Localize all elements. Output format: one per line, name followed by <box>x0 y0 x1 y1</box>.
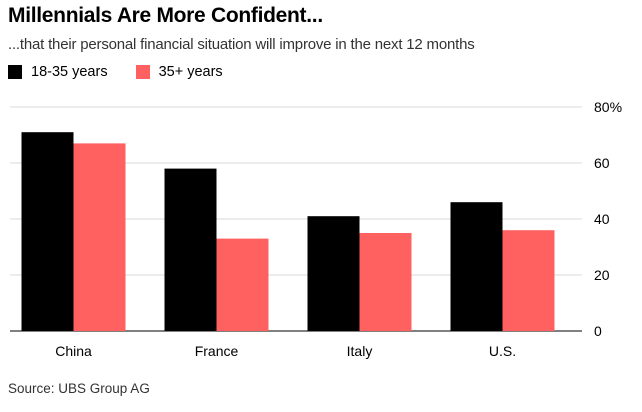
legend: 18-35 years 35+ years <box>8 64 251 80</box>
legend-item-18-35: 18-35 years <box>8 64 108 80</box>
y-tick-label: 40 <box>594 211 610 227</box>
legend-label-35-plus: 35+ years <box>158 64 223 80</box>
x-category-label: Italy <box>347 343 373 359</box>
legend-item-35-plus: 35+ years <box>135 64 223 80</box>
chart-title: Millennials Are More Confident... <box>8 4 323 27</box>
bar-china-series-0 <box>21 132 74 331</box>
bar-us-series-1 <box>502 230 555 331</box>
y-tick-label: 0 <box>594 323 602 339</box>
x-category-label: France <box>195 343 239 359</box>
bar-france-series-0 <box>164 168 217 331</box>
chart-subtitle: ...that their personal financial situati… <box>8 36 475 53</box>
bar-italy-series-1 <box>359 233 412 331</box>
y-tick-label: 60 <box>594 155 610 171</box>
source-note: Source: UBS Group AG <box>8 381 150 396</box>
legend-label-18-35: 18-35 years <box>31 64 108 80</box>
legend-swatch-35-plus <box>135 65 150 79</box>
bar-france-series-1 <box>216 238 269 331</box>
y-tick-label: 20 <box>594 267 610 283</box>
bar-italy-series-0 <box>307 216 360 331</box>
y-tick-label: 80% <box>594 99 622 115</box>
x-category-label: U.S. <box>489 343 516 359</box>
bar-china-series-1 <box>73 143 126 331</box>
x-category-label: China <box>55 343 92 359</box>
bar-us-series-0 <box>450 202 503 331</box>
legend-swatch-18-35 <box>8 65 22 79</box>
